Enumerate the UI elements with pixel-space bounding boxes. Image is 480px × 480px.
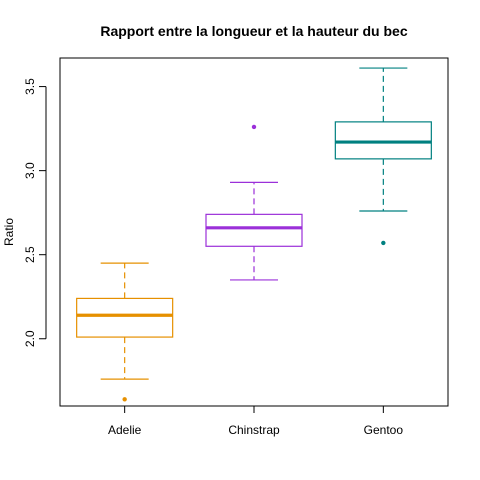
box-gentoo <box>334 67 432 246</box>
x-tick-label: Adelie <box>108 423 142 437</box>
x-tick-label: Gentoo <box>364 423 404 437</box>
box-adelie <box>76 262 174 402</box>
box-chinstrap <box>205 124 303 281</box>
y-tick-label: 3.5 <box>23 78 37 95</box>
x-tick-label: Chinstrap <box>228 423 280 437</box>
y-tick-label: 2.0 <box>23 330 37 347</box>
y-axis-label: Ratio <box>2 218 16 246</box>
box-iqr <box>334 121 432 160</box>
y-tick-label: 2.5 <box>23 246 37 263</box>
outlier-point <box>381 240 386 246</box>
outlier-point <box>251 124 257 130</box>
outlier-point <box>122 397 127 402</box>
chart-title: Rapport entre la longueur et la hauteur … <box>100 23 407 39</box>
x-axis: Adelie Chinstrap Gentoo <box>108 405 404 437</box>
y-axis: 2.0 2.5 3.0 3.5 <box>23 78 47 347</box>
box-iqr <box>76 297 174 338</box>
boxes <box>76 67 432 402</box>
y-tick-label: 3.0 <box>23 162 37 179</box>
box-iqr <box>205 213 303 247</box>
